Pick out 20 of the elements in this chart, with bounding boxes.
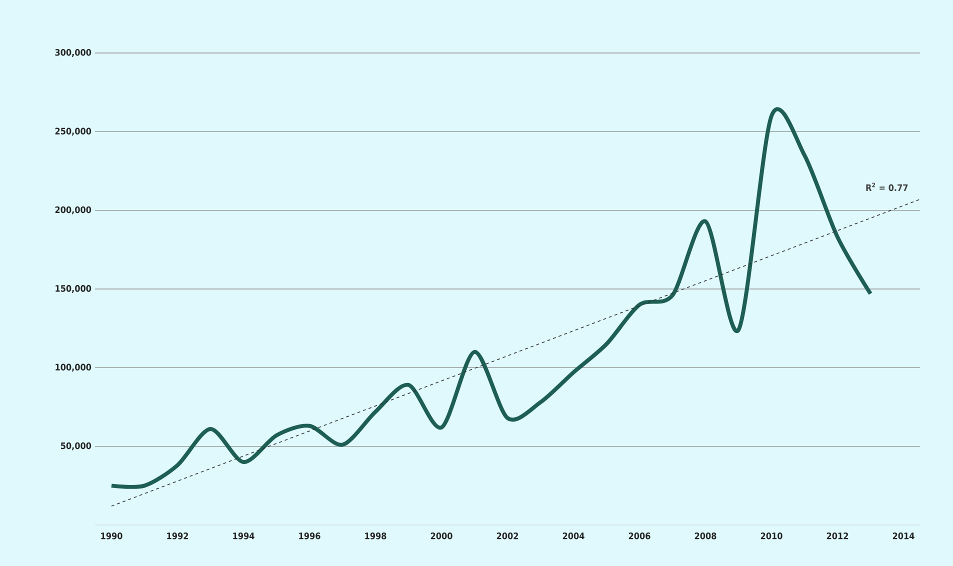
x-tick-label: 2004 [562,532,584,540]
y-tick-label: 50,000 [60,442,92,450]
x-tick-label: 2000 [430,532,452,540]
x-tick-label: 1998 [365,532,386,540]
x-tick-label: 2010 [760,532,782,540]
x-tick-label: 1994 [233,532,254,540]
x-tick-label: 2014 [892,532,914,540]
x-tick-label: 2006 [628,532,650,540]
x-tick-label: 1990 [101,532,122,540]
x-tick-label: 1996 [299,532,320,540]
x-tick-label: 2008 [694,532,716,540]
y-tick-label: 300,000 [55,49,92,57]
annotation: R$^{2}$ = 0.77 [866,182,908,192]
y-tick-label: 100,000 [56,364,92,372]
y-tick-label: 200,000 [55,206,92,214]
y-tick-label: 250,000 [55,128,92,136]
x-tick-label: 2012 [826,532,848,540]
x-tick-label: 1992 [167,532,188,540]
x-tick-label: 2002 [496,532,518,540]
y-tick-label: 150,000 [56,285,92,293]
